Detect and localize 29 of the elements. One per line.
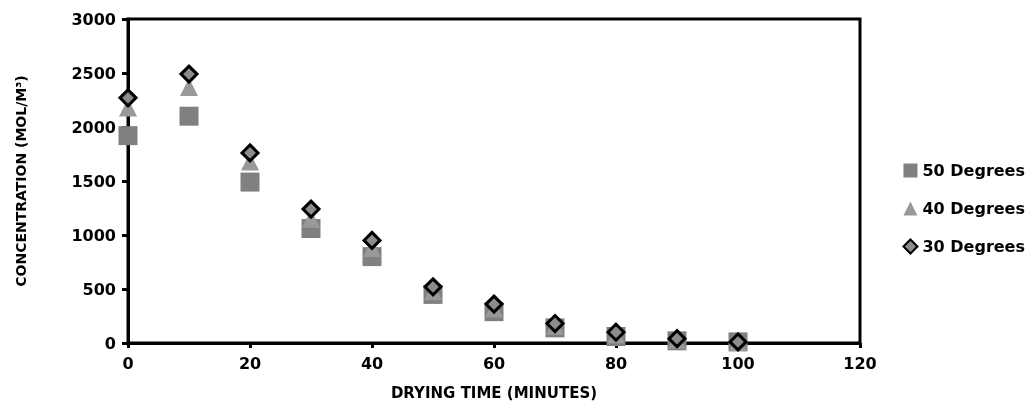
point [118, 126, 138, 146]
point [240, 143, 260, 163]
point [484, 294, 504, 314]
x-tick-label: 120 [843, 353, 877, 373]
legend-label: 40 Degrees [922, 199, 1026, 218]
y-tick-label: 500 [82, 279, 116, 299]
x-tick-label: 60 [482, 353, 506, 373]
y-tick-label: 2000 [71, 117, 116, 137]
legend-label: 50 Degrees [922, 161, 1026, 180]
point [240, 172, 260, 192]
point [118, 88, 138, 108]
y-tick-label: 0 [104, 333, 116, 353]
point [423, 277, 443, 297]
x-tick-label: 20 [238, 353, 262, 373]
point [179, 106, 199, 126]
point [179, 64, 199, 84]
y-tick-label: 3000 [71, 9, 116, 29]
x-tick-label: 80 [604, 353, 628, 373]
x-tick-label: 0 [122, 353, 134, 373]
point [362, 230, 382, 250]
y-axis-title: CONCENTRATION (MOL/M³) [13, 75, 29, 287]
legend-label: 30 Degrees [922, 237, 1026, 256]
y-tick-label: 1500 [71, 171, 116, 191]
y-tick-label: 1000 [71, 225, 116, 245]
x-axis-title: DRYING TIME (MINUTES) [390, 383, 598, 402]
x-tick-label: 100 [721, 353, 755, 373]
y-tick-label: 2500 [71, 63, 116, 83]
x-tick-label: 40 [360, 353, 384, 373]
point [301, 199, 321, 219]
